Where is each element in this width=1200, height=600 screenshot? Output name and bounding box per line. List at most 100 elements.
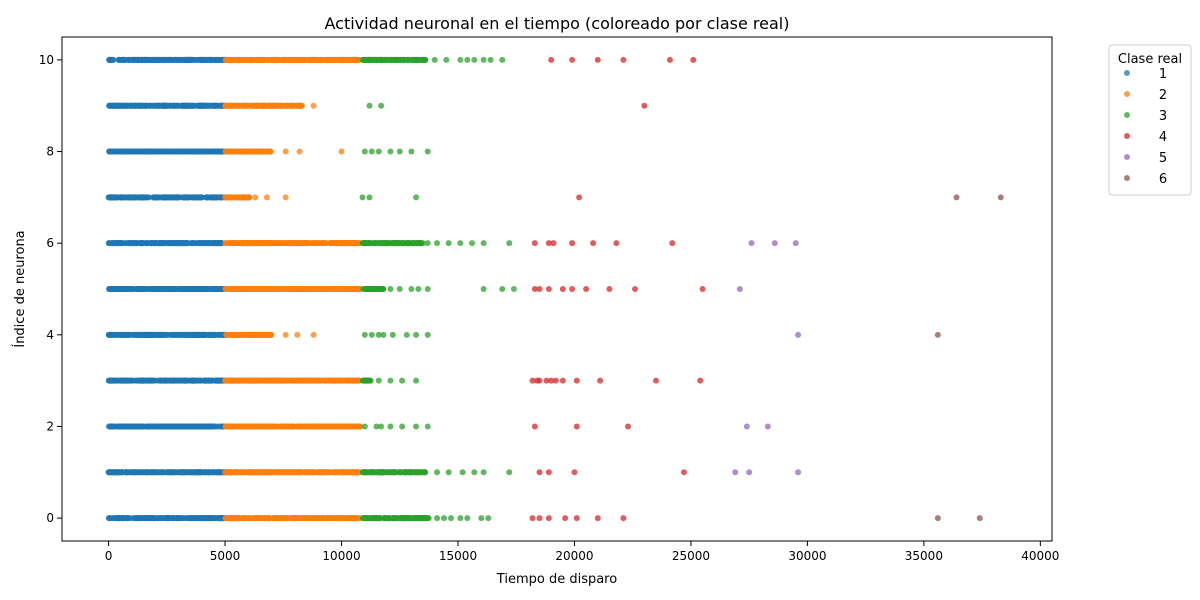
data-point bbox=[347, 515, 354, 522]
data-point bbox=[271, 102, 278, 109]
data-point bbox=[263, 377, 270, 384]
data-point bbox=[294, 377, 301, 384]
series-1 bbox=[105, 56, 228, 522]
data-point bbox=[229, 102, 236, 109]
data-point bbox=[242, 377, 249, 384]
data-point bbox=[137, 331, 144, 338]
data-point bbox=[352, 377, 359, 384]
data-point bbox=[345, 286, 352, 292]
data-point bbox=[297, 240, 304, 247]
data-point bbox=[212, 102, 219, 109]
data-point bbox=[110, 469, 117, 476]
data-point bbox=[248, 240, 255, 247]
data-point bbox=[113, 102, 120, 109]
data-point bbox=[333, 423, 340, 430]
data-point bbox=[181, 194, 188, 201]
data-point bbox=[222, 148, 229, 155]
data-point bbox=[132, 469, 139, 476]
data-point bbox=[296, 148, 303, 155]
data-point bbox=[331, 469, 338, 476]
data-point bbox=[200, 377, 207, 384]
data-point bbox=[196, 469, 203, 476]
data-point bbox=[254, 515, 261, 522]
data-point bbox=[137, 102, 144, 109]
data-point bbox=[161, 286, 168, 292]
data-point bbox=[373, 240, 380, 247]
data-point bbox=[306, 423, 313, 430]
data-point bbox=[232, 331, 239, 338]
data-point bbox=[274, 423, 281, 430]
data-point bbox=[281, 469, 288, 476]
data-point bbox=[192, 194, 199, 201]
data-point bbox=[261, 102, 268, 109]
data-point bbox=[229, 240, 236, 247]
data-point bbox=[230, 423, 237, 430]
data-point bbox=[154, 377, 161, 384]
data-point bbox=[106, 148, 113, 155]
data-point bbox=[204, 423, 211, 430]
data-point bbox=[158, 377, 165, 384]
data-point bbox=[168, 148, 175, 155]
data-point bbox=[338, 240, 345, 247]
data-point bbox=[209, 331, 216, 338]
data-point bbox=[115, 469, 122, 476]
data-point bbox=[275, 469, 282, 476]
data-point bbox=[174, 102, 181, 109]
data-point bbox=[216, 56, 223, 63]
data-point bbox=[222, 240, 229, 247]
data-point bbox=[174, 331, 181, 338]
data-point bbox=[164, 194, 171, 201]
data-point bbox=[261, 56, 268, 63]
data-point bbox=[282, 194, 289, 201]
data-point bbox=[182, 148, 189, 155]
data-point bbox=[149, 286, 156, 292]
data-point bbox=[245, 102, 252, 109]
data-point bbox=[225, 515, 232, 522]
data-point bbox=[148, 515, 155, 522]
data-point bbox=[261, 240, 268, 247]
series-2 bbox=[222, 56, 364, 522]
data-point bbox=[148, 148, 155, 155]
data-point bbox=[310, 331, 317, 338]
data-point bbox=[186, 331, 193, 338]
data-point bbox=[268, 423, 275, 430]
data-point bbox=[194, 377, 201, 384]
data-point bbox=[249, 423, 256, 430]
data-point bbox=[143, 240, 150, 247]
data-point bbox=[204, 194, 211, 201]
data-point bbox=[134, 515, 141, 522]
data-point bbox=[238, 286, 245, 292]
data-point bbox=[318, 240, 325, 247]
data-point bbox=[311, 423, 318, 430]
data-point bbox=[151, 469, 158, 476]
data-point bbox=[263, 194, 270, 201]
data-point bbox=[198, 515, 205, 522]
data-point bbox=[296, 469, 303, 476]
data-point bbox=[184, 240, 191, 247]
data-point bbox=[157, 515, 164, 522]
data-point bbox=[243, 148, 250, 155]
data-point bbox=[111, 194, 118, 201]
data-point bbox=[217, 240, 224, 247]
data-point bbox=[161, 240, 168, 247]
data-point bbox=[329, 377, 336, 384]
data-point bbox=[240, 423, 247, 430]
data-point bbox=[320, 423, 327, 430]
data-point bbox=[275, 286, 282, 292]
data-point bbox=[124, 240, 131, 247]
data-point bbox=[333, 240, 340, 247]
data-point bbox=[410, 240, 417, 247]
data-point bbox=[278, 102, 285, 109]
data-point bbox=[257, 423, 264, 430]
data-point bbox=[240, 102, 247, 109]
data-point bbox=[141, 331, 148, 338]
data-point bbox=[224, 102, 231, 109]
data-point bbox=[170, 102, 177, 109]
data-point bbox=[215, 148, 222, 155]
data-point bbox=[301, 515, 308, 522]
data-point bbox=[173, 515, 180, 522]
data-point bbox=[107, 377, 114, 384]
data-point bbox=[234, 148, 241, 155]
data-point bbox=[180, 102, 187, 109]
data-point bbox=[236, 56, 243, 63]
